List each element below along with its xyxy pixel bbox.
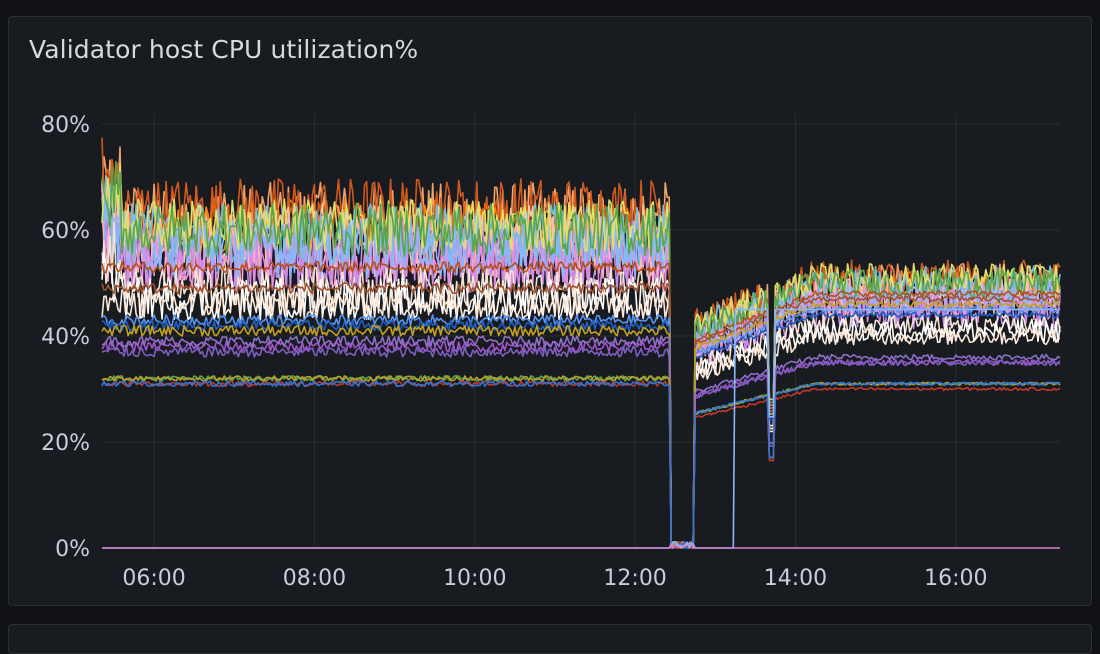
series-line bbox=[101, 380, 1061, 549]
series-line bbox=[101, 375, 1061, 549]
series-line bbox=[101, 375, 1061, 548]
series-line bbox=[101, 305, 1061, 549]
y-tick-label: 60% bbox=[41, 219, 90, 244]
x-tick-label: 16:00 bbox=[924, 566, 987, 591]
x-tick-label: 06:00 bbox=[122, 566, 185, 591]
y-tick-label: 40% bbox=[41, 325, 90, 350]
series-line bbox=[102, 542, 1060, 549]
panel-title: Validator host CPU utilization% bbox=[29, 35, 419, 64]
series-line bbox=[101, 340, 1061, 549]
chart-series bbox=[101, 137, 1061, 549]
series-line bbox=[101, 300, 1061, 547]
cpu-line-chart: 0% 20% 40% 60% 80% 06:00 08:00 10:00 12:00 14:00… bbox=[41, 113, 1061, 591]
x-tick-label: 12:00 bbox=[603, 566, 666, 591]
series-line bbox=[101, 335, 1061, 548]
y-tick-label: 0% bbox=[55, 537, 90, 562]
y-axis: 0% 20% 40% 60% 80% bbox=[41, 113, 90, 562]
series-line bbox=[101, 380, 1061, 549]
x-tick-label: 08:00 bbox=[283, 566, 346, 591]
y-tick-label: 20% bbox=[41, 431, 90, 456]
series-line bbox=[101, 163, 1061, 549]
x-tick-label: 14:00 bbox=[764, 566, 827, 591]
series-line bbox=[101, 282, 1061, 548]
series-line bbox=[101, 196, 1061, 549]
x-axis: 06:00 08:00 10:00 12:00 14:00 16:00 bbox=[122, 566, 987, 591]
y-tick-label: 80% bbox=[41, 113, 90, 138]
series-line bbox=[101, 261, 1061, 548]
series-line bbox=[101, 345, 1061, 549]
series-line bbox=[101, 160, 1061, 549]
series-line bbox=[101, 287, 1061, 549]
x-tick-label: 10:00 bbox=[443, 566, 506, 591]
